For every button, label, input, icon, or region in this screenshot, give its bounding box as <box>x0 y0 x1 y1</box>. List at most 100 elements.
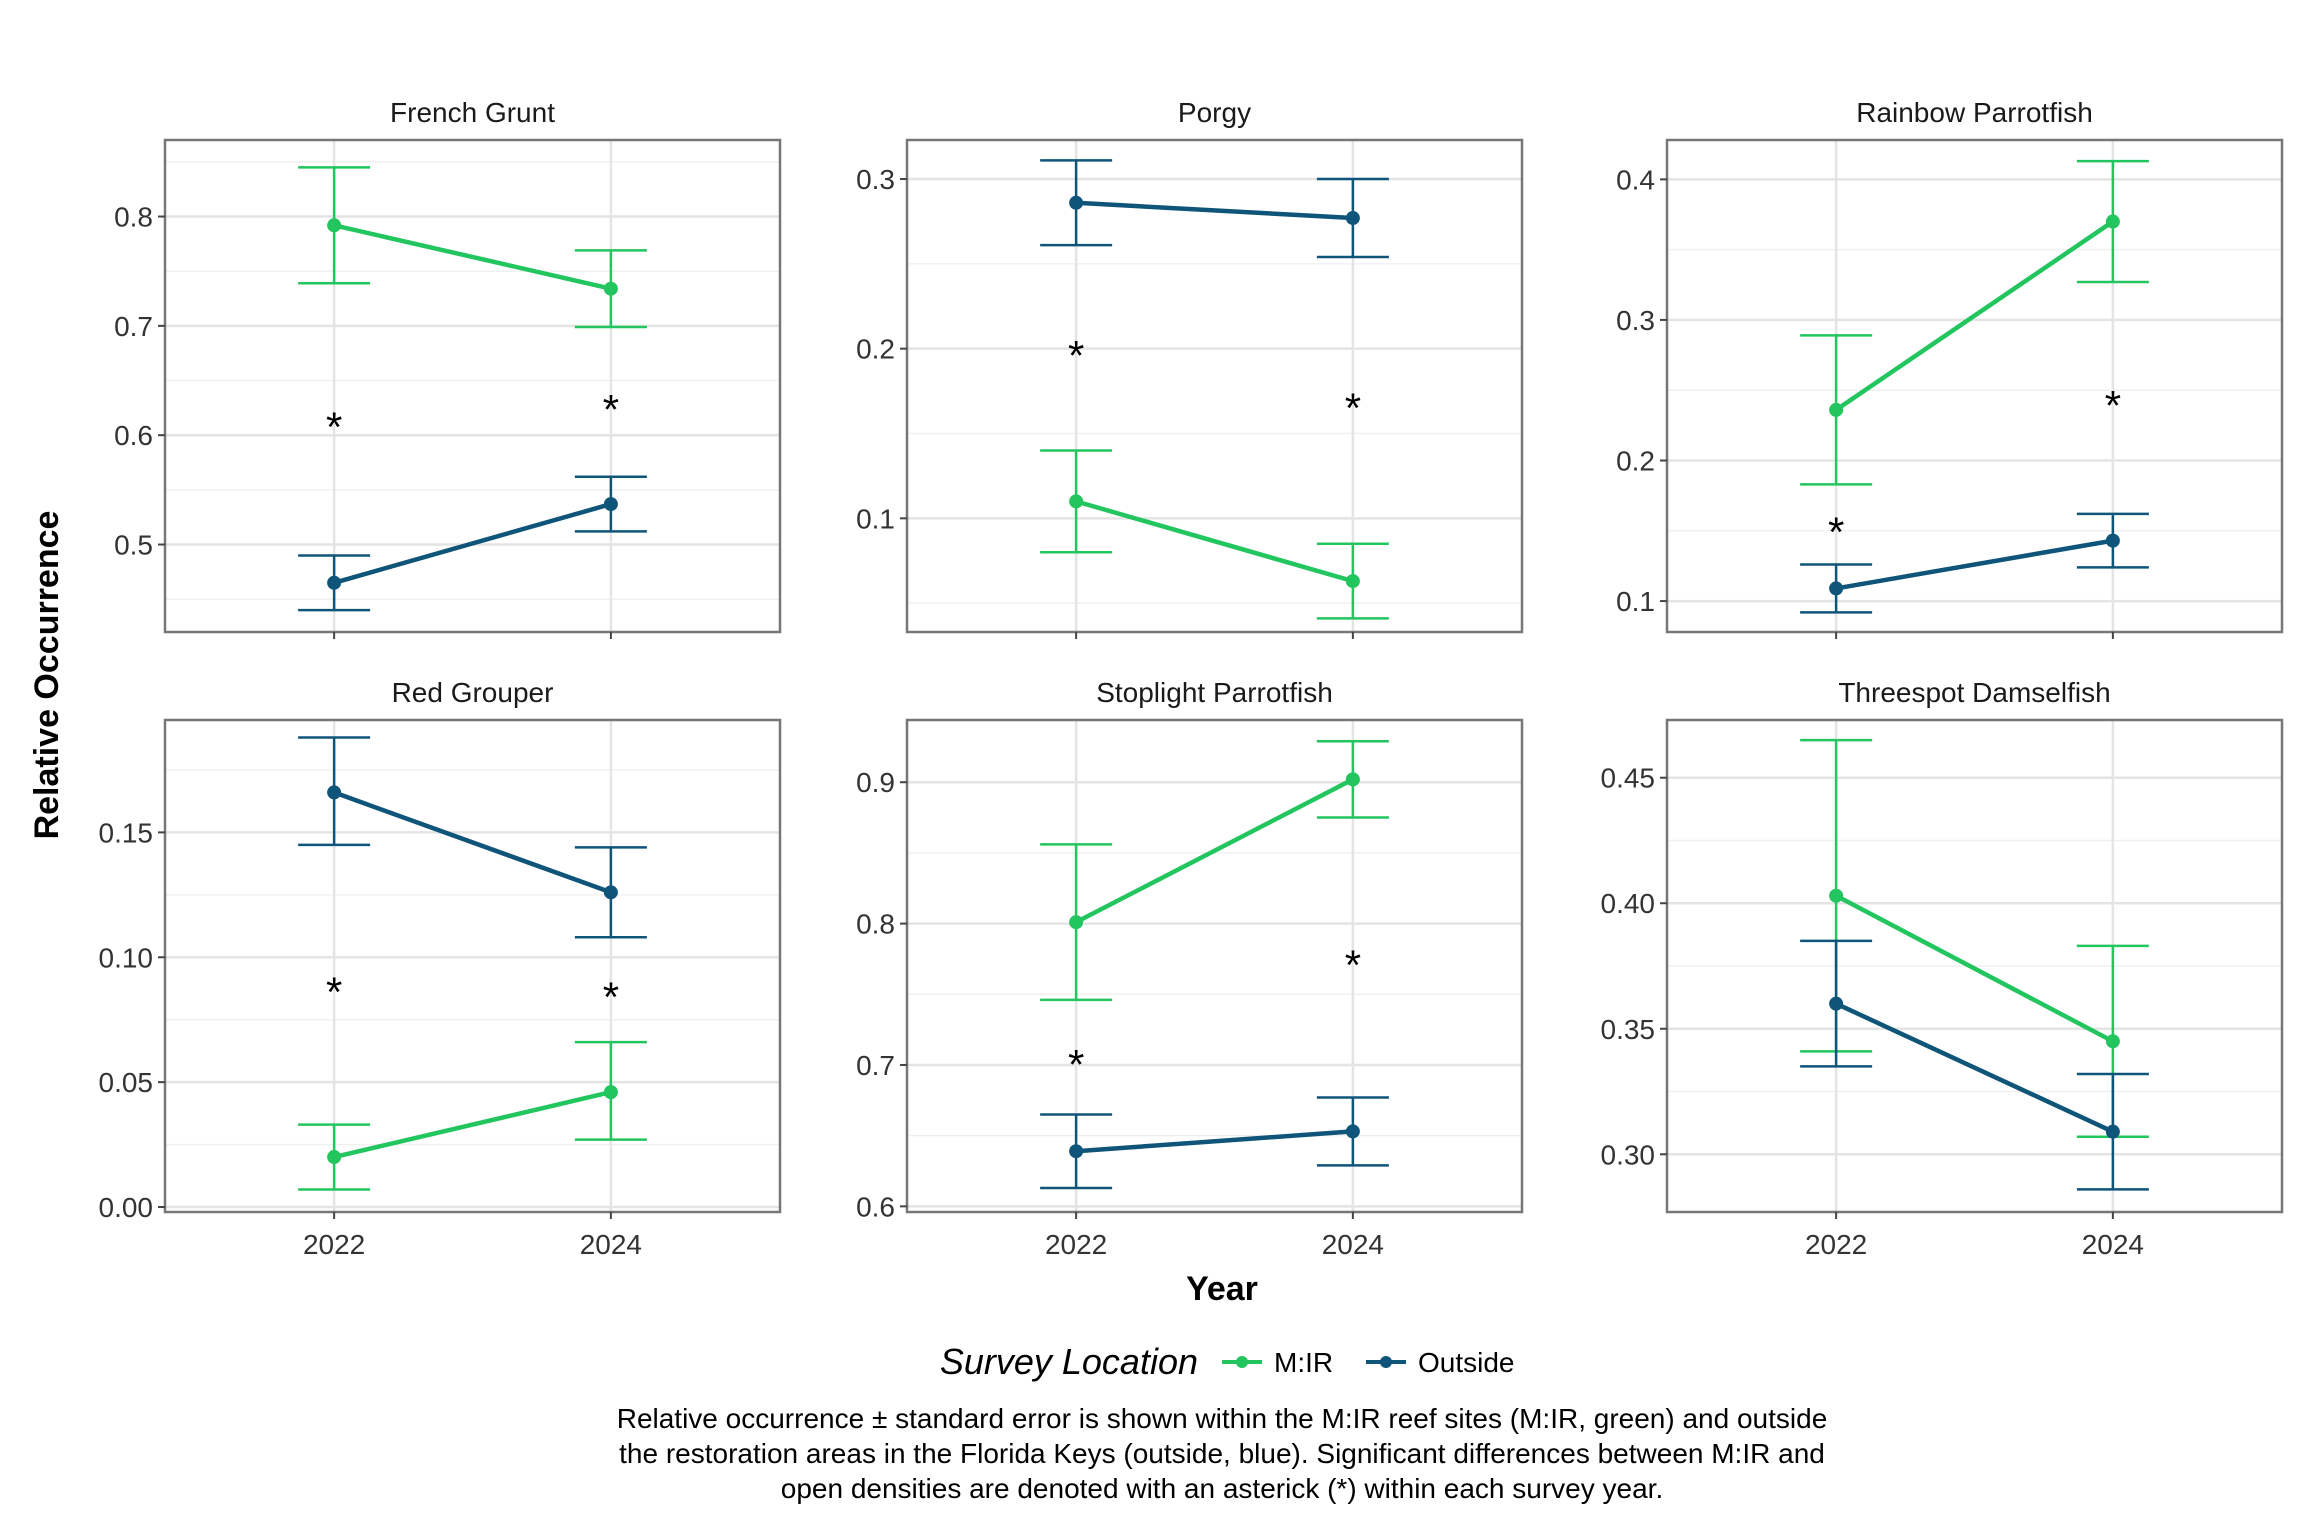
significance-asterisk: * <box>326 403 342 450</box>
panel-border <box>163 718 782 1214</box>
data-point <box>603 1085 618 1100</box>
series-line <box>333 223 612 291</box>
series-m-ir <box>1040 739 1389 1002</box>
series-line <box>1075 1129 1354 1154</box>
series-line <box>1075 777 1354 925</box>
panel-border <box>905 138 1524 634</box>
significance-asterisk: * <box>1828 508 1844 555</box>
significance-asterisk: * <box>1345 384 1361 431</box>
y-tick-label: 0.35 <box>1601 1014 1656 1045</box>
panel-french-grunt: French Grunt 0.5 0.6 0.7 0.8 * * <box>114 97 782 639</box>
data-point <box>2105 214 2120 229</box>
chart-panels: French Grunt 0.5 0.6 0.7 0.8 * * Porgy 0.1 0.2 0.3… <box>99 97 2284 1260</box>
y-axis-title: Relative Occurrence <box>28 511 66 840</box>
y-tick-label: 0.5 <box>114 530 153 561</box>
caption-line-2: the restoration areas in the Florida Key… <box>619 1438 1825 1469</box>
y-tick-label: 0.3 <box>856 164 895 195</box>
series-line <box>333 790 612 895</box>
y-tick-label: 0.7 <box>114 311 153 342</box>
x-tick-label: 2024 <box>2082 1229 2144 1260</box>
series-line <box>1835 538 2114 591</box>
y-tick-label: 0.6 <box>856 1191 895 1222</box>
caption-line-3: open densities are denoted with an aster… <box>781 1473 1663 1504</box>
y-tick-label: 0.10 <box>99 942 154 973</box>
legend-key-mir-point <box>1236 1356 1248 1368</box>
significance-asterisk: * <box>1068 1041 1084 1088</box>
legend-item-mir: M:IR <box>1222 1347 1333 1378</box>
y-tick-label: 0.05 <box>99 1067 154 1098</box>
caption-line-1: Relative occurrence ± standard error is … <box>617 1403 1828 1434</box>
y-tick-label: 0.6 <box>114 420 153 451</box>
data-point <box>603 281 618 296</box>
legend-label-mir: M:IR <box>1274 1347 1333 1378</box>
significance-asterisk: * <box>603 386 619 433</box>
series-outside <box>298 475 647 612</box>
series-line <box>333 501 612 585</box>
panel-porgy: Porgy 0.1 0.2 0.3 * * <box>856 97 1524 639</box>
data-point <box>1069 494 1084 509</box>
panel-border <box>1665 138 2284 634</box>
y-tick-label: 0.40 <box>1601 888 1656 919</box>
panel-title: Threespot Damselfish <box>1838 677 2110 708</box>
panel-title: Stoplight Parrotfish <box>1096 677 1333 708</box>
panel-threespot-damselfish: Threespot Damselfish 0.30 0.35 0.40 0.45 2022… <box>1601 677 2284 1260</box>
data-point <box>1345 574 1360 589</box>
series-line <box>1075 499 1354 584</box>
y-tick-label: 0.2 <box>1616 446 1655 477</box>
x-tick-label: 2024 <box>1322 1229 1384 1260</box>
data-point <box>1069 195 1084 210</box>
y-tick-label: 0.15 <box>99 817 154 848</box>
plot-background <box>165 720 780 1212</box>
significance-asterisk: * <box>2105 382 2121 429</box>
panel-red-grouper: Red Grouper 0.00 0.05 0.10 0.15 2022 2024 * * <box>99 677 782 1260</box>
panel-title: French Grunt <box>390 97 555 128</box>
series-line <box>1834 219 2115 412</box>
series-outside <box>1040 159 1389 259</box>
data-point <box>1829 996 1844 1011</box>
x-tick-label: 2022 <box>1045 1229 1107 1260</box>
data-point <box>327 785 342 800</box>
y-tick-label: 0.2 <box>856 334 895 365</box>
plot-background <box>165 140 780 632</box>
data-point <box>1829 888 1844 903</box>
series-m-ir <box>1800 159 2149 486</box>
panel-title: Porgy <box>1178 97 1251 128</box>
series-m-ir <box>1040 449 1389 620</box>
y-tick-label: 0.8 <box>114 202 153 233</box>
legend-label-outside: Outside <box>1418 1347 1515 1378</box>
y-tick-label: 0.1 <box>856 503 895 534</box>
significance-asterisk: * <box>1068 332 1084 379</box>
significance-asterisk: * <box>326 969 342 1016</box>
series-line <box>333 1089 612 1160</box>
data-point <box>603 885 618 900</box>
data-point <box>1829 402 1844 417</box>
series-line <box>1835 1001 2114 1134</box>
data-point <box>327 1150 342 1165</box>
x-tick-label: 2024 <box>580 1229 642 1260</box>
data-point <box>1345 772 1360 787</box>
legend: Survey Location M:IR Outside <box>940 1341 1515 1382</box>
data-point <box>1069 1144 1084 1159</box>
plot-background <box>907 720 1522 1212</box>
caption: Relative occurrence ± standard error is … <box>617 1403 1828 1504</box>
data-point <box>1069 915 1084 930</box>
panel-title: Rainbow Parrotfish <box>1856 97 2093 128</box>
y-tick-label: 0.00 <box>99 1192 154 1223</box>
panel-border <box>1665 718 2284 1214</box>
series-outside <box>298 736 647 939</box>
data-point <box>2105 533 2120 548</box>
data-point <box>1345 1124 1360 1139</box>
series-m-ir <box>298 166 647 329</box>
y-tick-label: 0.30 <box>1601 1139 1656 1170</box>
series-outside <box>1040 1096 1389 1190</box>
x-tick-label: 2022 <box>303 1229 365 1260</box>
x-tick-label: 2022 <box>1805 1229 1867 1260</box>
series-line <box>1835 893 2114 1044</box>
y-tick-label: 0.45 <box>1601 763 1656 794</box>
data-point <box>2105 1124 2120 1139</box>
significance-asterisk: * <box>1345 942 1361 989</box>
series-outside <box>1800 512 2149 614</box>
legend-title: Survey Location <box>940 1341 1198 1382</box>
y-tick-label: 0.3 <box>1616 305 1655 336</box>
